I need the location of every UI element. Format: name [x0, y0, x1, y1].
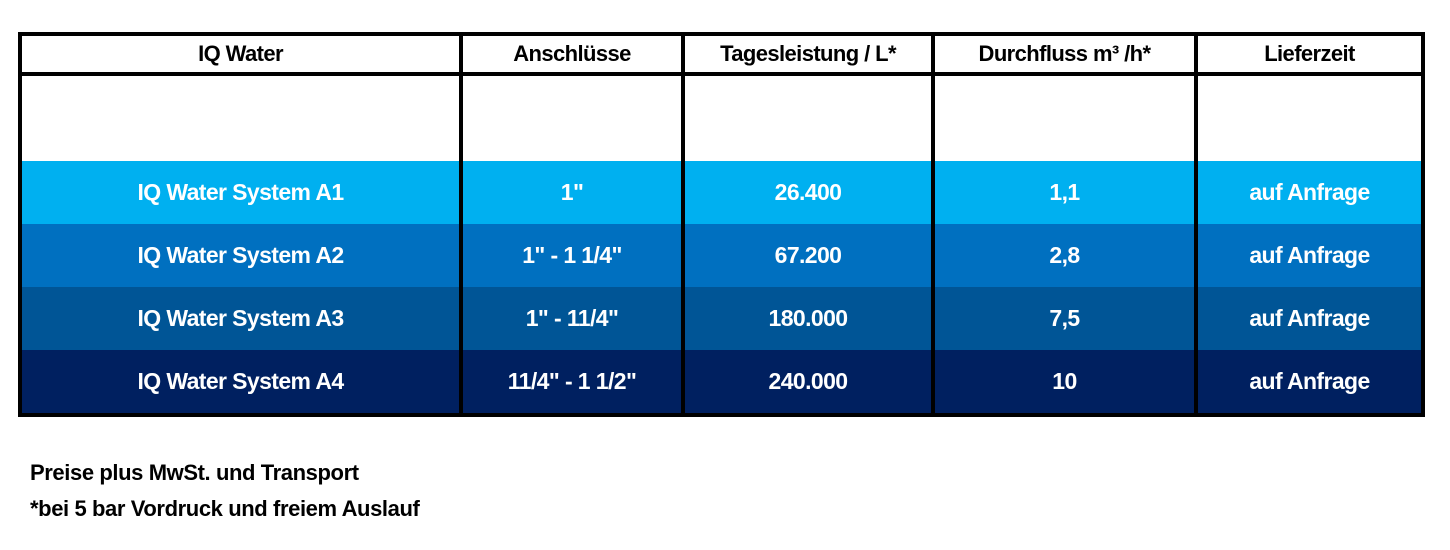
note-pressure: *bei 5 bar Vordruck und freiem Auslauf	[30, 496, 420, 521]
blank-cell	[931, 74, 1198, 161]
header-lieferzeit: Lieferzeit	[1194, 32, 1425, 76]
blank-cell	[1194, 74, 1425, 161]
header-row: IQ Water Anschlüsse Tagesleistung / L* D…	[18, 32, 1425, 76]
cell-delivery-time: auf Anfrage	[1194, 161, 1425, 224]
table-row: IQ Water System A1 1" 26.400 1,1 auf Anfrage	[18, 161, 1425, 224]
header-durchfluss: Durchfluss m³ /h*	[931, 32, 1198, 76]
note-prices: Preise plus MwSt. und Transport	[30, 460, 359, 485]
footnotes: Preise plus MwSt. und Transport *bei 5 b…	[30, 455, 420, 527]
blank-cell	[18, 74, 463, 161]
cell-flow-rate: 1,1	[931, 161, 1198, 224]
cell-delivery-time: auf Anfrage	[1194, 287, 1425, 350]
cell-delivery-time: auf Anfrage	[1194, 224, 1425, 287]
cell-system-name: IQ Water System A3	[18, 287, 463, 350]
cell-connection: 1" - 1 1/4"	[459, 224, 685, 287]
cell-delivery-time: auf Anfrage	[1194, 350, 1425, 415]
table-row: IQ Water System A3 1" - 11/4" 180.000 7,5 au…	[18, 287, 1425, 350]
cell-connection: 1" - 11/4"	[459, 287, 685, 350]
product-table: IQ Water Anschlüsse Tagesleistung / L* D…	[18, 32, 1425, 417]
header-tagesleistung: Tagesleistung / L*	[681, 32, 935, 76]
cell-flow-rate: 10	[931, 350, 1198, 415]
cell-system-name: IQ Water System A2	[18, 224, 463, 287]
cell-daily-output: 26.400	[681, 161, 935, 224]
table-row: IQ Water System A2 1" - 1 1/4" 67.200 2,8 au…	[18, 224, 1425, 287]
cell-daily-output: 240.000	[681, 350, 935, 415]
header-anschluesse: Anschlüsse	[459, 32, 685, 76]
cell-system-name: IQ Water System A1	[18, 161, 463, 224]
table-row: IQ Water System A4 11/4" - 1 1/2" 240.000 1…	[18, 350, 1425, 415]
blank-cell	[681, 74, 935, 161]
blank-cell	[459, 74, 685, 161]
header-iq-water: IQ Water	[18, 32, 463, 76]
blank-row	[18, 74, 1425, 161]
cell-system-name: IQ Water System A4	[18, 350, 463, 415]
cell-flow-rate: 7,5	[931, 287, 1198, 350]
cell-daily-output: 180.000	[681, 287, 935, 350]
cell-connection: 11/4" - 1 1/2"	[459, 350, 685, 415]
cell-flow-rate: 2,8	[931, 224, 1198, 287]
cell-daily-output: 67.200	[681, 224, 935, 287]
cell-connection: 1"	[459, 161, 685, 224]
